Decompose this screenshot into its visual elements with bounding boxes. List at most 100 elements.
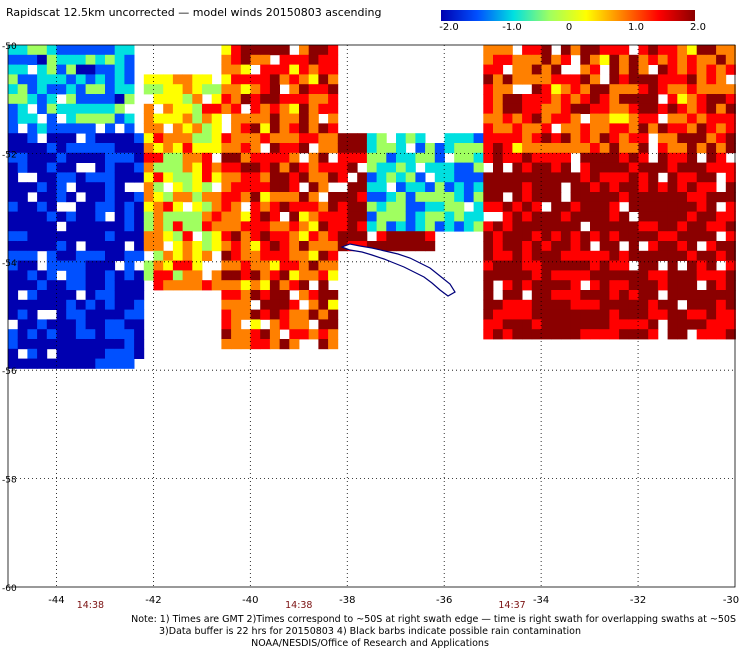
wind-cell <box>357 211 368 222</box>
wind-cell <box>153 280 164 291</box>
wind-cell <box>512 74 523 85</box>
wind-cell <box>46 280 57 291</box>
wind-cell <box>221 280 232 291</box>
wind-cell <box>134 250 145 261</box>
wind-cell <box>269 270 280 281</box>
wind-cell <box>192 133 203 144</box>
wind-cell <box>687 123 698 134</box>
wind-cell <box>580 260 591 271</box>
wind-cell <box>318 309 329 320</box>
wind-cell <box>260 339 271 350</box>
wind-cell <box>599 152 610 163</box>
wind-cell <box>531 45 542 56</box>
wind-cell <box>134 339 145 350</box>
wind-cell <box>143 182 154 193</box>
wind-cell <box>677 172 688 183</box>
wind-cell <box>56 290 67 301</box>
wind-cell <box>638 299 649 310</box>
wind-cell <box>27 182 38 193</box>
wind-cell <box>56 54 67 65</box>
wind-cell <box>347 221 358 232</box>
wind-cell <box>56 339 67 350</box>
wind-cell <box>95 54 106 65</box>
south-georgia-island <box>340 243 456 297</box>
wind-cell <box>211 133 222 144</box>
wind-cell <box>260 329 271 340</box>
wind-cell <box>75 280 86 291</box>
wind-cell <box>260 74 271 85</box>
wind-cell <box>211 231 222 242</box>
wind-cell <box>299 319 310 330</box>
wind-cell <box>279 103 290 114</box>
wind-cell <box>134 133 145 144</box>
wind-cell <box>696 113 707 124</box>
wind-cell <box>114 64 125 75</box>
wind-cell <box>75 103 86 114</box>
wind-cell <box>619 329 630 340</box>
wind-cell <box>677 221 688 232</box>
wind-cell <box>667 309 678 320</box>
wind-cell <box>463 192 474 203</box>
wind-cell <box>202 221 213 232</box>
wind-cell <box>687 54 698 65</box>
wind-cell <box>725 45 736 56</box>
wind-cell <box>657 270 668 281</box>
colorbar-label: 1.0 <box>628 22 644 33</box>
wind-cell <box>114 172 125 183</box>
wind-cell <box>143 211 154 222</box>
wind-cell <box>279 172 290 183</box>
wind-cell <box>716 221 727 232</box>
wind-cell <box>75 84 86 95</box>
wind-cell <box>493 74 504 85</box>
wind-cell <box>105 221 116 232</box>
wind-cell <box>648 329 659 340</box>
wind-cell <box>580 94 591 105</box>
wind-cell <box>172 241 183 252</box>
wind-cell <box>172 172 183 183</box>
wind-cell <box>628 54 639 65</box>
wind-cell <box>56 280 67 291</box>
wind-cell <box>27 241 38 252</box>
wind-cell <box>677 133 688 144</box>
wind-cell <box>522 192 533 203</box>
wind-cell <box>269 133 280 144</box>
wind-cell <box>619 45 630 56</box>
wind-cell <box>308 309 319 320</box>
longitude-tick-label: -36 <box>436 595 452 606</box>
wind-cell <box>648 270 659 281</box>
wind-cell <box>725 143 736 154</box>
wind-cell <box>114 54 125 65</box>
wind-cell <box>638 152 649 163</box>
wind-cell <box>95 172 106 183</box>
latitude-tick-label: -54 <box>2 259 17 269</box>
wind-cell <box>56 241 67 252</box>
wind-cell <box>8 339 19 350</box>
wind-cell <box>134 211 145 222</box>
wind-cell <box>609 270 620 281</box>
wind-cell <box>541 74 552 85</box>
wind-cell <box>541 84 552 95</box>
wind-cell <box>628 192 639 203</box>
wind-cell <box>182 182 193 193</box>
wind-cell <box>289 192 300 203</box>
wind-cell <box>687 64 698 75</box>
wind-cell <box>202 241 213 252</box>
wind-cell <box>473 143 484 154</box>
wind-cell <box>211 103 222 114</box>
wind-cell <box>725 299 736 310</box>
wind-cell <box>318 45 329 56</box>
wind-cell <box>299 260 310 271</box>
wind-cell <box>706 192 717 203</box>
wind-cell <box>376 172 387 183</box>
wind-cell <box>541 221 552 232</box>
wind-cell <box>706 270 717 281</box>
wind-cell <box>8 280 19 291</box>
wind-cell <box>231 143 242 154</box>
wind-cell <box>357 221 368 232</box>
wind-cell <box>590 54 601 65</box>
wind-cell <box>250 280 261 291</box>
wind-cell <box>308 133 319 144</box>
wind-cell <box>396 152 407 163</box>
wind-cell <box>75 329 86 340</box>
wind-cell <box>493 113 504 124</box>
